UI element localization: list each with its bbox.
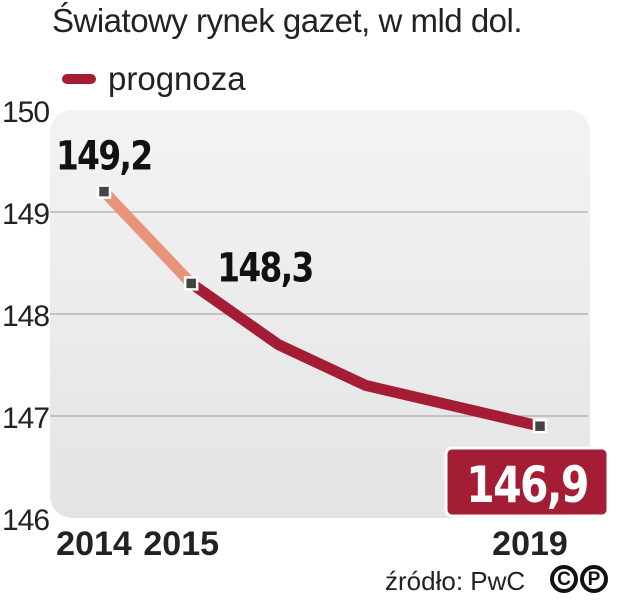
data-label: 149,2 [56, 132, 152, 179]
data-point-marker [183, 276, 199, 291]
data-label: 148,3 [217, 244, 313, 291]
series-line-prognoza [188, 278, 542, 432]
chart-title: Światowy rynek gazet, w mld dol. [52, 2, 523, 39]
data-label-highlight: 146,9 [466, 456, 587, 514]
data-point-marker [96, 184, 112, 199]
legend: prognoza [62, 60, 246, 98]
data-point-marker [532, 418, 548, 434]
y-tick-label: 146 [2, 504, 49, 537]
legend-swatch [62, 74, 96, 84]
highlight-label-box [444, 446, 610, 518]
x-tick-label: 2015 [143, 525, 219, 563]
series-line-dane [100, 187, 196, 288]
y-tick-label: 147 [2, 402, 49, 435]
x-tick-label: 2019 [492, 525, 568, 563]
y-tick-label: 148 [2, 300, 49, 333]
copyright-icon: C [550, 565, 578, 593]
x-tick-label: 2014 [56, 525, 132, 563]
phonographic-copyright-icon: P [580, 565, 608, 593]
legend-label: prognoza [108, 60, 246, 97]
y-tick-label: 149 [2, 198, 49, 231]
source-label: źródło: PwC [385, 566, 526, 596]
y-tick-label: 150 [2, 96, 49, 129]
